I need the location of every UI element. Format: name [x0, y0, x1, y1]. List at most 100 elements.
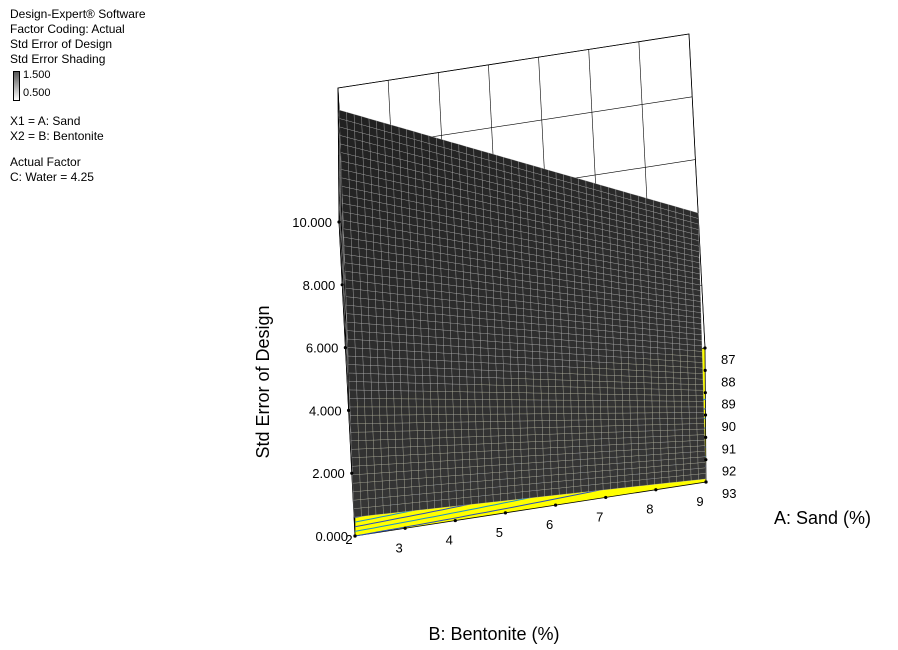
surface-facet — [348, 381, 357, 391]
surface-facet — [344, 271, 353, 281]
surface-facet — [560, 312, 569, 321]
surface-facet — [612, 312, 621, 321]
surface-facet — [585, 387, 593, 395]
surface-facet — [410, 248, 419, 258]
surface-facet — [496, 377, 505, 386]
surface-facet — [679, 332, 688, 340]
surface-facet — [406, 334, 415, 344]
surface-facet — [601, 438, 610, 446]
surface-facet — [493, 283, 501, 292]
surface-facet — [488, 370, 497, 378]
surface-facet — [547, 379, 556, 387]
surface-facet — [508, 299, 517, 309]
surface-facet — [384, 349, 393, 359]
surface-facet — [622, 394, 631, 401]
surface-facet — [427, 320, 436, 330]
surface-facet — [507, 278, 516, 287]
surface-facet — [635, 345, 644, 353]
surface-facet — [448, 482, 457, 492]
a-tick-label: 93 — [722, 486, 736, 501]
surface-facet — [639, 467, 647, 475]
surface-facet — [562, 359, 570, 368]
surface-facet — [641, 310, 650, 318]
surface-facet — [510, 356, 519, 365]
surface-facet — [441, 299, 450, 308]
surface-facet — [387, 228, 396, 238]
surface-facet — [484, 457, 493, 467]
surface-facet — [530, 302, 539, 311]
surface-facet — [475, 421, 484, 430]
surface-facet — [519, 399, 528, 408]
surface-facet — [690, 445, 698, 453]
surface-facet — [632, 473, 640, 481]
surface-facet — [397, 495, 406, 505]
surface-facet — [367, 282, 376, 292]
surface-facet — [379, 423, 388, 432]
surface-facet — [579, 439, 588, 447]
surface-facet — [448, 498, 457, 507]
surface-facet — [456, 285, 465, 295]
surface-facet — [360, 289, 369, 300]
surface-facet — [493, 290, 502, 300]
surface-facet — [409, 430, 418, 439]
surface-facet — [637, 424, 646, 432]
surface-facet — [350, 415, 359, 424]
surface-facet — [544, 283, 553, 292]
surface-facet — [548, 399, 557, 408]
surface-facet — [405, 310, 414, 320]
surface-facet — [376, 324, 385, 334]
surface-facet — [656, 318, 665, 326]
surface-facet — [490, 421, 499, 429]
surface-facet — [449, 315, 458, 324]
surface-facet — [549, 420, 558, 428]
surface-facet — [374, 472, 383, 482]
surface-facet — [538, 303, 546, 312]
surface-facet — [380, 431, 389, 440]
surface-facet — [666, 406, 675, 413]
surface-facet — [390, 504, 399, 514]
water-level: C: Water = 4.25 — [10, 170, 94, 184]
surface-facet — [681, 400, 690, 408]
surface-facet — [546, 345, 555, 353]
surface-facet — [405, 302, 414, 312]
surface-facet — [611, 293, 620, 302]
surface-facet — [473, 362, 482, 371]
surface-facet — [613, 362, 622, 370]
surface-facet — [556, 413, 565, 421]
surface-facet — [686, 321, 695, 329]
surface-facet — [575, 314, 584, 323]
surface-facet — [519, 406, 528, 415]
surface-facet — [470, 481, 479, 490]
surface-facet — [447, 246, 456, 256]
surface-facet — [671, 325, 680, 333]
surface-facet — [477, 465, 486, 474]
surface-facet — [368, 298, 377, 309]
surface-facet — [439, 429, 448, 439]
surface-facet — [690, 462, 699, 470]
surface-facet — [693, 317, 702, 324]
surface-facet — [657, 353, 666, 361]
surface-facet — [412, 311, 421, 321]
surface-facet — [355, 347, 364, 357]
surface-facet — [474, 391, 483, 400]
surface-facet — [542, 434, 551, 442]
surface-facet — [687, 355, 696, 363]
surface-facet — [391, 325, 400, 335]
surface-facet — [621, 375, 630, 383]
surface-facet — [468, 414, 476, 423]
surface-facet — [543, 474, 552, 483]
surface-facet — [624, 462, 633, 470]
surface-facet — [582, 321, 591, 330]
surface-facet — [661, 465, 669, 472]
surface-facet — [653, 442, 661, 449]
surface-facet — [551, 481, 560, 489]
surface-facet — [444, 375, 453, 385]
surface-facet — [429, 375, 438, 384]
surface-facet — [652, 406, 660, 413]
surface-facet — [638, 460, 647, 468]
surface-facet — [619, 307, 628, 315]
surface-facet — [558, 487, 567, 495]
surface-facet — [465, 354, 474, 363]
surface-facet — [687, 367, 696, 374]
surface-facet — [615, 412, 624, 420]
